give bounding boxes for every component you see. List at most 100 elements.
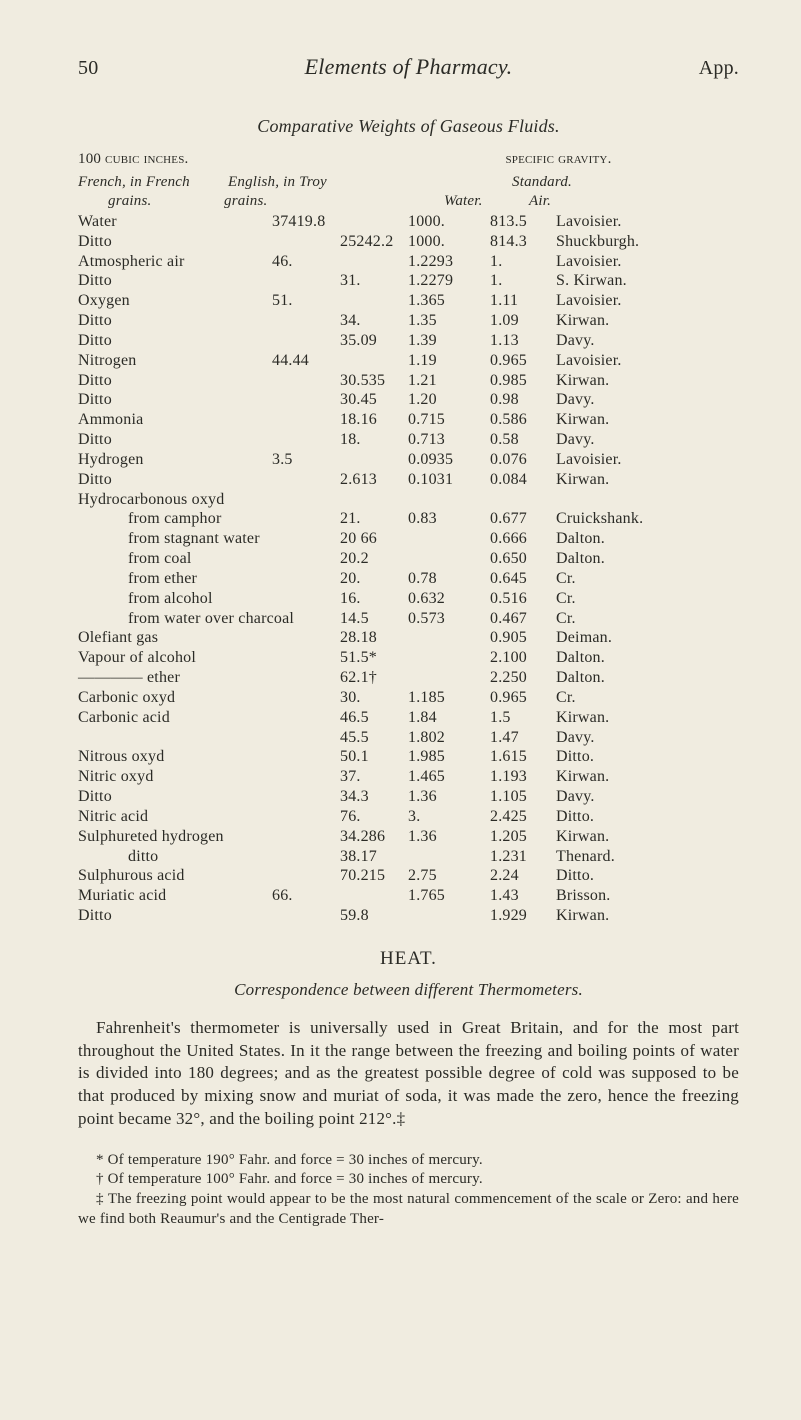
cell-air: 1.193: [490, 767, 556, 787]
cell-a: [272, 866, 340, 886]
footnote-3: ‡ The freezing point would appear to be …: [78, 1190, 739, 1230]
cell-name: ———— ether: [78, 668, 272, 688]
table-row: Water37419.81000.813.5Lavoisier.: [78, 212, 739, 232]
cell-water: [408, 648, 490, 668]
table-row: ditto38.171.231Thenard.: [78, 847, 739, 867]
table-caption-row: 100 cubic inches. specific gravity.: [78, 151, 739, 168]
cell-name: Hydrocarbonous oxyd: [78, 490, 272, 510]
cell-name: Ditto: [78, 232, 272, 252]
cell-author: Ditto.: [556, 866, 739, 886]
cell-name: Nitrous oxyd: [78, 747, 272, 767]
cell-a: [272, 628, 340, 648]
cell-name: Ammonia: [78, 410, 272, 430]
caption-right: specific gravity.: [378, 151, 739, 168]
cell-water: 0.715: [408, 410, 490, 430]
cell-b: 31.: [340, 271, 408, 291]
cell-name: Ditto: [78, 906, 272, 926]
table-row: Ditto34.1.351.09Kirwan.: [78, 311, 739, 331]
cell-b: 20.2: [340, 549, 408, 569]
cell-b: 62.1†: [340, 668, 408, 688]
cell-air: 0.985: [490, 371, 556, 391]
cell-name: [78, 728, 272, 748]
cell-author: Shuckburgh.: [556, 232, 739, 252]
table-row: from water over charcoal14.50.5730.467Cr…: [78, 609, 739, 629]
cell-a: [272, 668, 340, 688]
cell-b: 76.: [340, 807, 408, 827]
cell-author: Lavoisier.: [556, 291, 739, 311]
table-row: Sulphurous acid70.2152.752.24Ditto.: [78, 866, 739, 886]
cell-name: Carbonic acid: [78, 708, 272, 728]
cell-water: 3.: [408, 807, 490, 827]
cell-air: 814.3: [490, 232, 556, 252]
cell-a: [272, 906, 340, 926]
running-title: Elements of Pharmacy.: [148, 54, 669, 80]
cell-b: 34.3: [340, 787, 408, 807]
footnote-1: * Of temperature 190° Fahr. and force = …: [78, 1151, 739, 1171]
cell-b: 45.5: [340, 728, 408, 748]
cell-b: 25242.2: [340, 232, 408, 252]
cell-name: Vapour of alcohol: [78, 648, 272, 668]
cell-b: 16.: [340, 589, 408, 609]
cell-air: 1.47: [490, 728, 556, 748]
cell-water: 1.21: [408, 371, 490, 391]
table-row: from stagnant water20 660.666Dalton.: [78, 529, 739, 549]
cell-author: Cr.: [556, 688, 739, 708]
cell-air: 2.425: [490, 807, 556, 827]
cell-water: 1.465: [408, 767, 490, 787]
footnotes: * Of temperature 190° Fahr. and force = …: [78, 1151, 739, 1230]
cell-name: from stagnant water: [78, 529, 272, 549]
cell-author: Ditto.: [556, 747, 739, 767]
cell-air: 1.13: [490, 331, 556, 351]
cell-a: [272, 688, 340, 708]
cell-a: [272, 410, 340, 430]
cell-a: [272, 549, 340, 569]
cell-b: 2.613: [340, 470, 408, 490]
cell-name: Atmospheric air: [78, 252, 272, 272]
cell-a: [272, 390, 340, 410]
cell-author: Davy.: [556, 331, 739, 351]
cell-air: 1.5: [490, 708, 556, 728]
cell-name: Sulphurous acid: [78, 866, 272, 886]
cell-b: 18.16: [340, 410, 408, 430]
cell-water: 1.2293: [408, 252, 490, 272]
cell-water: 1000.: [408, 232, 490, 252]
cell-water: 0.573: [408, 609, 490, 629]
cell-author: Deiman.: [556, 628, 739, 648]
cell-a: [272, 509, 340, 529]
cell-author: Brisson.: [556, 886, 739, 906]
correspondence-line: Correspondence between different Thermom…: [78, 980, 739, 1000]
cell-air: 813.5: [490, 212, 556, 232]
cell-air: 0.965: [490, 351, 556, 371]
cell-author: Davy.: [556, 787, 739, 807]
cell-author: Lavoisier.: [556, 212, 739, 232]
cell-b: 70.215: [340, 866, 408, 886]
table-row: Nitrous oxyd50.11.9851.615Ditto.: [78, 747, 739, 767]
cell-b: [340, 212, 408, 232]
cell-a: 37419.8: [272, 212, 340, 232]
cell-water: [408, 628, 490, 648]
cell-a: [272, 490, 340, 510]
table-row: Carbonic acid46.51.841.5Kirwan.: [78, 708, 739, 728]
cell-author: Cr.: [556, 609, 739, 629]
cell-water: 2.75: [408, 866, 490, 886]
cell-air: 0.98: [490, 390, 556, 410]
page: 50 Elements of Pharmacy. App. Comparativ…: [0, 0, 801, 1420]
cell-author: Kirwan.: [556, 470, 739, 490]
hdr-water: Water.: [444, 193, 529, 210]
table-row: Hydrocarbonous oxyd: [78, 490, 739, 510]
cell-name: Olefiant gas: [78, 628, 272, 648]
cell-air: 0.58: [490, 430, 556, 450]
cell-air: 1.: [490, 252, 556, 272]
cell-water: [408, 668, 490, 688]
table-row: Oxygen51.1.3651.11Lavoisier.: [78, 291, 739, 311]
cell-author: S. Kirwan.: [556, 271, 739, 291]
cell-author: Kirwan.: [556, 371, 739, 391]
cell-author: Cruickshank.: [556, 509, 739, 529]
cell-water: 1.185: [408, 688, 490, 708]
cell-water: 1000.: [408, 212, 490, 232]
table-row: Sulphureted hydrogen34.2861.361.205Kirwa…: [78, 827, 739, 847]
table-row: Ditto2.6130.10310.084Kirwan.: [78, 470, 739, 490]
cell-author: Lavoisier.: [556, 252, 739, 272]
cell-water: 0.83: [408, 509, 490, 529]
table-row: from ether20.0.780.645Cr.: [78, 569, 739, 589]
